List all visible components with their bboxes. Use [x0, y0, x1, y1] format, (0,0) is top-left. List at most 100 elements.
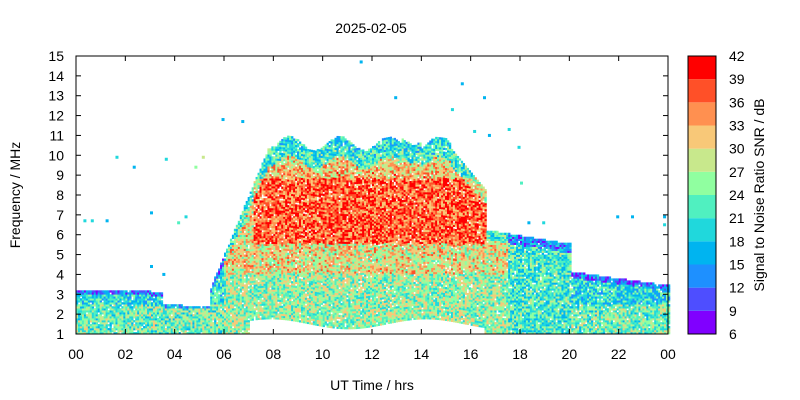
heatmap-cell — [253, 187, 256, 190]
heatmap-cell — [152, 318, 156, 321]
heatmap-cell — [316, 180, 320, 184]
heatmap-cell — [304, 196, 308, 199]
heatmap-cell — [218, 310, 221, 313]
heatmap-cell — [241, 306, 245, 309]
heatmap-cell — [229, 262, 233, 265]
heatmap-cell — [218, 300, 221, 303]
heatmap-cell — [308, 306, 312, 309]
heatmap-cell — [93, 300, 97, 303]
heatmap-cell — [251, 314, 254, 317]
heatmap-cell — [202, 306, 205, 309]
heatmap-cell — [285, 234, 288, 237]
heatmap-cell — [204, 316, 207, 319]
heatmap-cell — [316, 268, 320, 271]
heatmap-cell — [247, 270, 250, 273]
heatmap-cell — [302, 170, 306, 173]
heatmap-cell — [168, 328, 172, 331]
heatmap-cell — [279, 269, 282, 273]
heatmap-cell — [267, 194, 270, 197]
heatmap-cell — [295, 279, 298, 283]
heatmap-cell — [314, 267, 318, 271]
heatmap-cell — [152, 310, 156, 313]
heatmap-cell — [198, 320, 201, 323]
heatmap-cell — [251, 312, 254, 315]
heatmap-cell — [233, 258, 237, 261]
heatmap-cell — [312, 273, 316, 276]
heatmap-cell — [204, 328, 207, 331]
heatmap-cell — [281, 148, 284, 152]
heatmap-cell — [306, 262, 310, 265]
heatmap-cell — [304, 210, 308, 213]
heatmap-cell — [285, 139, 288, 142]
heatmap-cell — [275, 305, 278, 308]
heatmap-cell — [295, 162, 298, 165]
heatmap-cell — [297, 210, 300, 213]
heatmap-cell — [225, 254, 229, 257]
heatmap-cell — [190, 314, 193, 317]
heatmap-cell — [196, 330, 199, 333]
heatmap-cell — [257, 256, 260, 259]
heatmap-cell — [308, 210, 312, 214]
heatmap-cell — [269, 213, 272, 217]
heatmap-cell — [247, 266, 250, 269]
heatmap-cell — [287, 238, 290, 242]
heatmap-cell — [263, 233, 266, 237]
heatmap-cell — [79, 312, 83, 315]
heatmap-cell — [273, 233, 276, 237]
heatmap-cell — [312, 211, 316, 215]
heatmap-cell — [109, 326, 112, 329]
heatmap-cell — [129, 310, 132, 313]
heatmap-cell — [241, 280, 245, 283]
heatmap-cell — [87, 296, 91, 299]
heatmap-cell — [300, 179, 304, 182]
heatmap-cell — [194, 328, 197, 331]
heatmap-cell — [251, 236, 254, 240]
heatmap-cell — [149, 322, 152, 325]
heatmap-cell — [243, 256, 246, 259]
heatmap-cell — [253, 185, 256, 188]
heatmap-cell — [176, 310, 179, 313]
heatmap-cell — [87, 290, 91, 293]
heatmap-cell — [139, 294, 142, 297]
heatmap-cell — [293, 160, 296, 163]
heatmap-cell — [289, 137, 292, 141]
heatmap-cell — [306, 178, 310, 182]
heatmap-cell — [302, 269, 306, 272]
heatmap-cell — [145, 302, 148, 305]
heatmap-cell — [300, 189, 304, 192]
heatmap-cell — [283, 292, 286, 295]
heatmap-cell — [229, 302, 233, 305]
heatmap-cell — [259, 287, 262, 291]
heatmap-cell — [306, 244, 310, 247]
heatmap-cell — [182, 324, 185, 327]
heatmap-cell — [302, 213, 306, 217]
heatmap-cell — [237, 244, 241, 247]
heatmap-cell — [227, 320, 231, 323]
heatmap-cell — [243, 240, 246, 243]
heatmap-cell — [113, 324, 116, 327]
heatmap-cell — [239, 244, 243, 247]
heatmap-cell — [255, 290, 258, 293]
heatmap-cell — [143, 304, 146, 307]
heatmap-cell — [291, 138, 294, 141]
heatmap-cell — [218, 274, 221, 277]
heatmap-cell — [261, 277, 264, 280]
heatmap-cell — [156, 294, 160, 297]
heatmap-cell — [312, 201, 316, 205]
heatmap-cell — [291, 165, 294, 169]
heatmap-cell — [295, 244, 298, 247]
heatmap-cell — [269, 295, 272, 298]
heatmap-cell — [261, 245, 264, 249]
heatmap-cell — [265, 190, 268, 193]
heatmap-cell — [273, 253, 276, 256]
heatmap-cell — [247, 214, 250, 218]
heatmap-cell — [283, 210, 286, 213]
heatmap-cell — [253, 218, 256, 222]
heatmap-cell — [149, 324, 152, 327]
heatmap-cell — [150, 294, 154, 297]
heatmap-cell — [279, 242, 282, 245]
heatmap-cell — [304, 241, 308, 245]
heatmap-cell — [255, 272, 258, 275]
heatmap-cell — [225, 272, 229, 275]
heatmap-cell — [214, 310, 217, 313]
